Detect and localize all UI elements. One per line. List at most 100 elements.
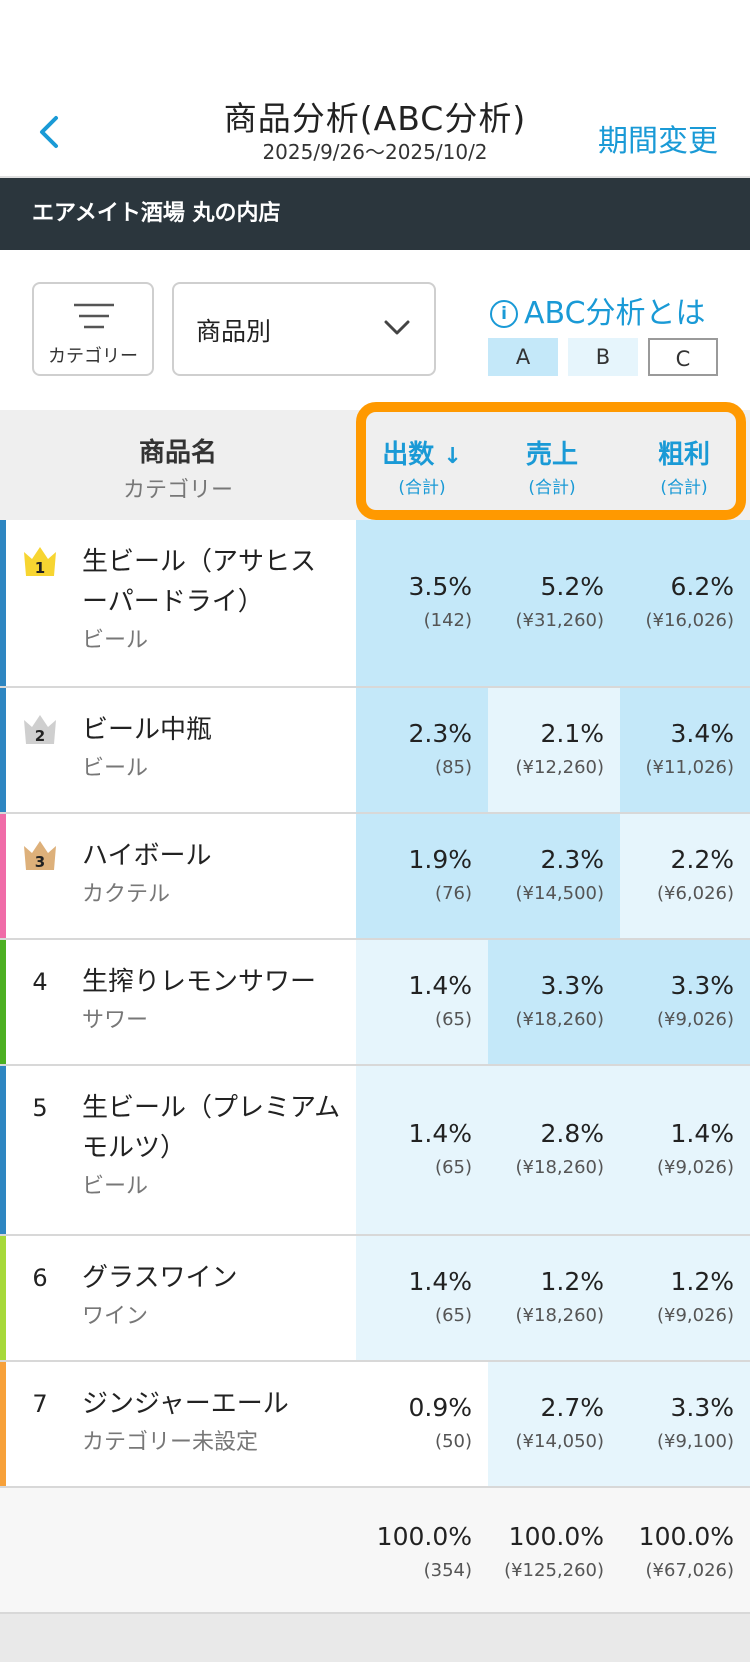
quantity-cell: 2.3% (85)	[356, 688, 488, 812]
grouping-select-value: 商品別	[196, 317, 272, 346]
profit-percent: 1.2%	[670, 1267, 734, 1296]
quantity-value: (65)	[435, 1157, 472, 1178]
quantity-percent: 0.9%	[408, 1393, 472, 1422]
sort-down-arrow-icon: ↓	[443, 444, 462, 469]
product-name: ビール中瓶	[82, 715, 213, 745]
product-info: ハイボール カクテル	[82, 836, 342, 914]
sales-value: (¥18,260)	[515, 1009, 604, 1030]
table-row[interactable]: 2 ビール中瓶 ビール 2.3% (85) 2.1% (¥12,260) 3.4% (¥11,0…	[0, 688, 750, 814]
quantity-percent: 1.4%	[408, 1119, 472, 1148]
quantity-value: (50)	[435, 1431, 472, 1452]
table-row[interactable]: 4 生搾りレモンサワー サワー 1.4% (65) 3.3% (¥18,260) 3.3% (¥…	[0, 940, 750, 1066]
crown-silver-icon: 2	[24, 715, 56, 745]
sales-cell: 2.8% (¥18,260)	[488, 1066, 620, 1234]
sales-percent: 1.2%	[540, 1267, 604, 1296]
legend-grade-a: A	[488, 338, 558, 376]
change-period-link[interactable]: 期間変更	[598, 124, 718, 159]
profit-value: (¥9,026)	[656, 1305, 734, 1326]
sales-value: (¥14,050)	[515, 1431, 604, 1452]
total-sales: 100.0% (¥125,260)	[488, 1488, 620, 1612]
product-name: 生ビール（プレミアムモルツ）	[82, 1093, 341, 1163]
product-category: ビール	[82, 1174, 149, 1199]
category-filter-button[interactable]: カテゴリー	[32, 282, 154, 376]
sales-cell: 2.1% (¥12,260)	[488, 688, 620, 812]
crown-bronze-icon: 3	[24, 841, 56, 871]
category-color-bar	[0, 814, 6, 938]
table-row[interactable]: 5 生ビール（プレミアムモルツ） ビール 1.4% (65) 2.8% (¥18,260) 1…	[0, 1066, 750, 1236]
sales-value: (¥18,260)	[515, 1157, 604, 1178]
profit-cell: 1.4% (¥9,026)	[620, 1066, 750, 1234]
abc-info-label: ABC分析とは	[524, 296, 706, 331]
product-category: ビール	[82, 756, 149, 781]
profit-cell: 3.3% (¥9,026)	[620, 940, 750, 1064]
back-chevron-icon[interactable]	[32, 112, 68, 152]
table-row[interactable]: 7 ジンジャーエール カテゴリー未設定 0.9% (50) 2.7% (¥14,050) 3.…	[0, 1362, 750, 1488]
sales-cell: 1.2% (¥18,260)	[488, 1236, 620, 1360]
total-quantity-sub: (354)	[423, 1560, 472, 1581]
total-sales-pct: 100.0%	[508, 1522, 604, 1551]
sales-header-label: 売上	[525, 440, 578, 470]
column-header-product: 商品名	[138, 438, 217, 468]
column-header-quantity[interactable]: 出数 ↓ (合計)	[362, 434, 482, 498]
category-color-bar	[0, 940, 6, 1064]
table-row[interactable]: 6 グラスワイン ワイン 1.4% (65) 1.2% (¥18,260) 1.2% (¥9,0…	[0, 1236, 750, 1362]
sales-percent: 2.8%	[540, 1119, 604, 1148]
product-info: 生ビール（プレミアムモルツ） ビール	[82, 1088, 342, 1206]
grouping-select[interactable]: 商品別	[172, 282, 436, 376]
product-name: ジンジャーエール	[82, 1389, 289, 1419]
category-color-bar	[0, 1236, 6, 1360]
profit-cell: 2.2% (¥6,026)	[620, 814, 750, 938]
table-row[interactable]: 3 ハイボール カクテル 1.9% (76) 2.3% (¥14,500) 2.2% (¥6,0…	[0, 814, 750, 940]
rank-number: 4	[32, 968, 48, 996]
product-category: サワー	[82, 1008, 149, 1033]
chevron-down-icon	[384, 320, 410, 335]
profit-cell: 1.2% (¥9,026)	[620, 1236, 750, 1360]
date-range: 2025/9/26〜2025/10/2	[262, 140, 488, 164]
store-name-bar: エアメイト酒場 丸の内店	[0, 178, 750, 250]
quantity-percent: 1.9%	[408, 845, 472, 874]
quantity-value: (85)	[435, 757, 472, 778]
product-info: ビール中瓶 ビール	[82, 710, 342, 788]
category-color-bar	[0, 520, 6, 686]
quantity-percent: 1.4%	[408, 971, 472, 1000]
sales-percent: 2.7%	[540, 1393, 604, 1422]
rank-number: 6	[32, 1264, 48, 1292]
profit-cell: 6.2% (¥16,026)	[620, 520, 750, 686]
sales-percent: 5.2%	[540, 572, 604, 601]
quantity-cell: 1.4% (65)	[356, 1236, 488, 1360]
column-header-profit[interactable]: 粗利 (合計)	[624, 434, 744, 498]
sales-header-sub: (合計)	[528, 478, 576, 498]
product-category: ビール	[82, 628, 149, 653]
product-category: カクテル	[82, 882, 171, 907]
profit-header-sub: (合計)	[660, 478, 708, 498]
crown-rank-number: 1	[35, 559, 45, 577]
profit-percent: 6.2%	[670, 572, 734, 601]
profit-cell: 3.3% (¥9,100)	[620, 1362, 750, 1486]
profit-percent: 1.4%	[670, 1119, 734, 1148]
filter-lines-icon	[74, 303, 114, 329]
category-color-bar	[0, 1066, 6, 1234]
product-name: グラスワイン	[82, 1263, 238, 1293]
quantity-percent: 3.5%	[408, 572, 472, 601]
sales-percent: 3.3%	[540, 971, 604, 1000]
profit-value: (¥16,026)	[645, 610, 734, 631]
sales-percent: 2.1%	[540, 719, 604, 748]
column-header-sales[interactable]: 売上 (合計)	[492, 434, 612, 498]
info-icon: i	[490, 300, 518, 328]
product-name: 生ビール（アサヒスーパードライ）	[82, 547, 317, 617]
sales-cell: 3.3% (¥18,260)	[488, 940, 620, 1064]
product-info: 生搾りレモンサワー サワー	[82, 962, 342, 1040]
profit-percent: 3.3%	[670, 1393, 734, 1422]
category-color-bar	[0, 688, 6, 812]
rank-number: 5	[32, 1094, 48, 1122]
product-category: カテゴリー未設定	[82, 1430, 259, 1455]
total-profit: 100.0% (¥67,026)	[620, 1488, 750, 1612]
abc-info-link[interactable]: i ABC分析とは	[490, 288, 706, 332]
table-row[interactable]: 1 生ビール（アサヒスーパードライ） ビール 3.5% (142) 5.2% (¥31,26…	[0, 520, 750, 688]
page-title: 商品分析(ABC分析)	[223, 99, 527, 138]
total-profit-pct: 100.0%	[638, 1522, 734, 1551]
profit-value: (¥9,026)	[656, 1009, 734, 1030]
header: 商品分析(ABC分析) 2025/9/26〜2025/10/2 期間変更	[0, 80, 750, 178]
quantity-cell: 0.9% (50)	[356, 1362, 488, 1486]
product-info: 生ビール（アサヒスーパードライ） ビール	[82, 542, 342, 660]
